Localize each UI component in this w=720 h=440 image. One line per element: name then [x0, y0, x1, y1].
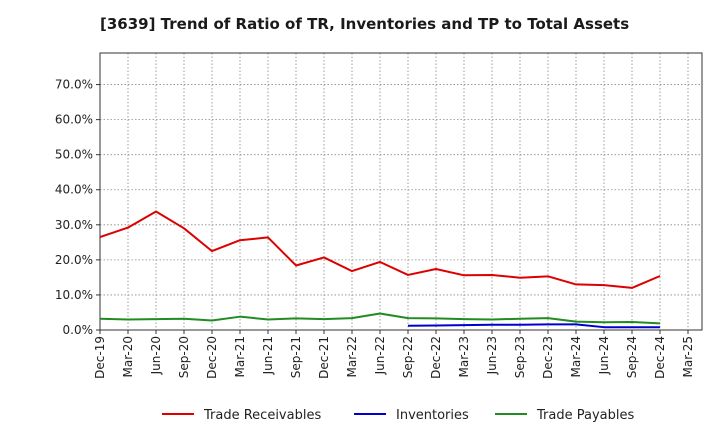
- legend-label-trade-payables: Trade Payables: [536, 408, 634, 423]
- x-tick-label: Dec-24: [653, 336, 667, 379]
- x-tick-label: Sep-24: [625, 336, 639, 378]
- x-tick-label: Sep-20: [177, 336, 191, 378]
- y-tick-label: 20.0%: [55, 253, 93, 267]
- y-tick-label: 0.0%: [63, 323, 94, 337]
- y-tick-label: 40.0%: [55, 183, 93, 197]
- x-tick-label: Jun-24: [597, 336, 611, 375]
- y-tick-label: 70.0%: [55, 78, 93, 92]
- legend-label-inventories: Inventories: [396, 408, 469, 423]
- x-tick-label: Mar-20: [121, 336, 135, 377]
- series-line-trade-receivables: [99, 210, 661, 289]
- x-tick-label: Sep-22: [401, 336, 415, 378]
- x-tick-label: Mar-21: [233, 336, 247, 377]
- y-tick-label: 50.0%: [55, 148, 93, 162]
- x-tick-label: Mar-23: [457, 336, 471, 377]
- x-tick-label: Mar-24: [569, 336, 583, 377]
- x-tick-label: Dec-22: [429, 336, 443, 379]
- legend-label-trade-receivables: Trade Receivables: [203, 408, 321, 423]
- x-tick-label: Sep-21: [289, 336, 303, 378]
- x-tick-label: Jun-20: [149, 336, 163, 375]
- y-tick-label: 30.0%: [55, 218, 93, 232]
- chart-title: [3639] Trend of Ratio of TR, Inventories…: [100, 15, 630, 33]
- x-tick-label: Dec-20: [205, 336, 219, 379]
- x-tick-label: Jun-21: [261, 336, 275, 375]
- x-tick-label: Jun-22: [373, 336, 387, 375]
- y-tick-label: 60.0%: [55, 113, 93, 127]
- series-line-trade-payables: [99, 312, 661, 325]
- x-tick-label: Dec-23: [541, 336, 555, 379]
- x-tick-label: Jun-23: [485, 336, 499, 375]
- x-tick-label: Dec-21: [317, 336, 331, 379]
- y-tick-label: 10.0%: [55, 288, 93, 302]
- x-tick-label: Dec-19: [93, 336, 107, 379]
- series-line-inventories: [407, 323, 660, 329]
- x-tick-label: Mar-25: [681, 336, 695, 377]
- plot-area-frame: [99, 52, 703, 331]
- x-tick-label: Mar-22: [345, 336, 359, 377]
- x-tick-label: Sep-23: [513, 336, 527, 378]
